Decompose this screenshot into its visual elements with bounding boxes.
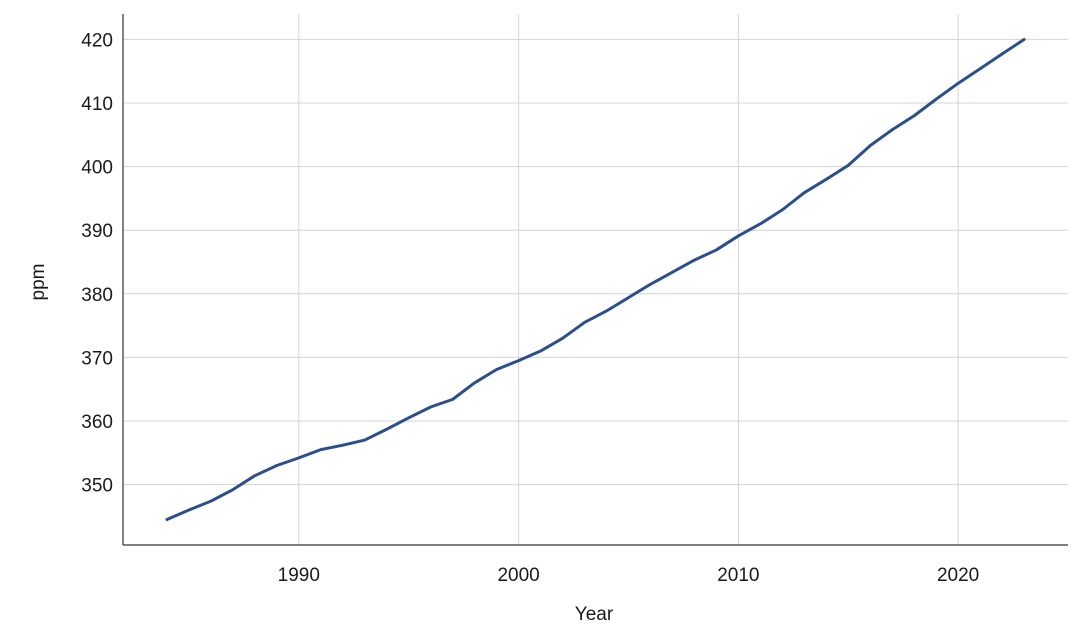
x-tick-label: 2010 xyxy=(717,565,759,586)
gridlines xyxy=(123,14,1068,545)
x-axis-title: Year xyxy=(575,604,614,625)
y-axis-title: ppm xyxy=(28,264,49,301)
y-tick-label: 360 xyxy=(81,412,113,433)
y-tick-label: 380 xyxy=(81,285,113,306)
y-tick-label: 350 xyxy=(81,476,113,497)
y-tick-label: 410 xyxy=(81,94,113,115)
y-tick-label: 390 xyxy=(81,221,113,242)
x-tick-label: 2000 xyxy=(497,565,539,586)
x-tick-label: 1990 xyxy=(278,565,320,586)
axes xyxy=(122,14,1068,546)
x-tick-label: 2020 xyxy=(937,565,979,586)
y-tick-label: 400 xyxy=(81,158,113,179)
tick-labels: 350 360 370 380 390 400 410 420 1990 2000 2010 2020 xyxy=(81,30,979,586)
y-tick-label: 420 xyxy=(81,30,113,51)
y-tick-label: 370 xyxy=(81,348,113,369)
series-layer xyxy=(165,37,1026,522)
series-line-0 xyxy=(165,37,1026,522)
